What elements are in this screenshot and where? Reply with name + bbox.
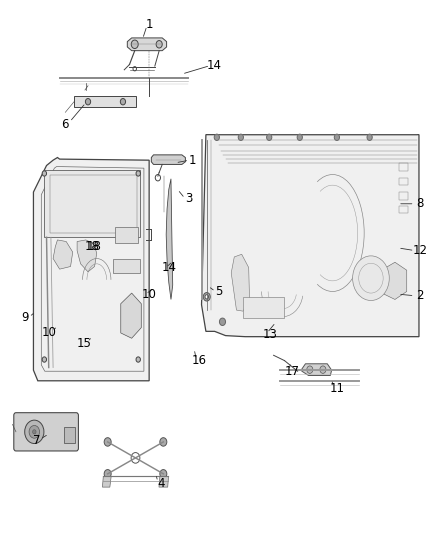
FancyBboxPatch shape (14, 413, 78, 451)
Text: 3: 3 (185, 192, 192, 205)
Text: 4: 4 (158, 477, 165, 490)
Text: 1: 1 (145, 18, 153, 31)
Polygon shape (33, 158, 149, 381)
Circle shape (133, 67, 137, 71)
Circle shape (160, 438, 167, 446)
Polygon shape (53, 240, 73, 269)
Circle shape (214, 134, 219, 141)
Text: 2: 2 (416, 289, 424, 302)
Circle shape (238, 134, 244, 141)
Bar (113, 259, 140, 273)
Bar (243, 297, 285, 318)
Bar (64, 427, 75, 443)
Polygon shape (44, 169, 141, 237)
Circle shape (307, 366, 313, 373)
Circle shape (85, 99, 91, 105)
Polygon shape (102, 477, 111, 487)
Text: 13: 13 (263, 328, 278, 341)
Circle shape (160, 470, 167, 478)
Polygon shape (159, 477, 169, 487)
Circle shape (25, 420, 44, 443)
Text: 16: 16 (192, 354, 207, 367)
Circle shape (131, 453, 140, 463)
Text: 11: 11 (329, 382, 344, 395)
Circle shape (29, 425, 39, 438)
Bar (399, 192, 408, 199)
Text: 14: 14 (207, 59, 222, 72)
Text: 6: 6 (62, 118, 69, 131)
Circle shape (136, 171, 141, 176)
Bar (399, 206, 408, 213)
Circle shape (104, 438, 111, 446)
Text: 14: 14 (161, 261, 176, 274)
Text: 8: 8 (416, 197, 424, 211)
Polygon shape (127, 38, 166, 51)
Text: 1: 1 (189, 154, 197, 167)
Text: 5: 5 (215, 285, 223, 298)
Circle shape (131, 40, 138, 49)
Circle shape (219, 318, 226, 326)
Circle shape (42, 357, 46, 362)
Text: 18: 18 (85, 240, 100, 253)
Text: 17: 17 (285, 365, 300, 378)
Polygon shape (201, 135, 419, 337)
Polygon shape (74, 96, 136, 107)
Circle shape (42, 171, 46, 176)
Circle shape (267, 134, 272, 141)
Polygon shape (384, 262, 407, 300)
Circle shape (320, 366, 326, 373)
Bar (399, 164, 408, 171)
Circle shape (297, 134, 302, 141)
Text: 9: 9 (21, 311, 28, 324)
Text: 10: 10 (142, 288, 156, 301)
Polygon shape (231, 254, 250, 311)
Circle shape (104, 470, 111, 478)
Circle shape (136, 357, 141, 362)
Circle shape (334, 134, 339, 141)
Circle shape (156, 41, 162, 48)
Circle shape (32, 430, 36, 434)
Polygon shape (166, 179, 173, 300)
Circle shape (367, 134, 372, 141)
Circle shape (155, 174, 160, 181)
Polygon shape (77, 240, 97, 272)
Polygon shape (301, 364, 332, 375)
Circle shape (353, 256, 389, 301)
Text: 18: 18 (87, 240, 102, 253)
Text: 15: 15 (76, 337, 91, 350)
Bar (115, 227, 138, 243)
Bar (399, 177, 408, 185)
Circle shape (120, 99, 126, 105)
Polygon shape (151, 155, 185, 165)
Text: 12: 12 (412, 244, 427, 257)
Text: 10: 10 (41, 326, 56, 340)
Text: 7: 7 (33, 434, 40, 447)
Polygon shape (121, 293, 141, 338)
Circle shape (203, 293, 210, 301)
Circle shape (205, 295, 208, 299)
